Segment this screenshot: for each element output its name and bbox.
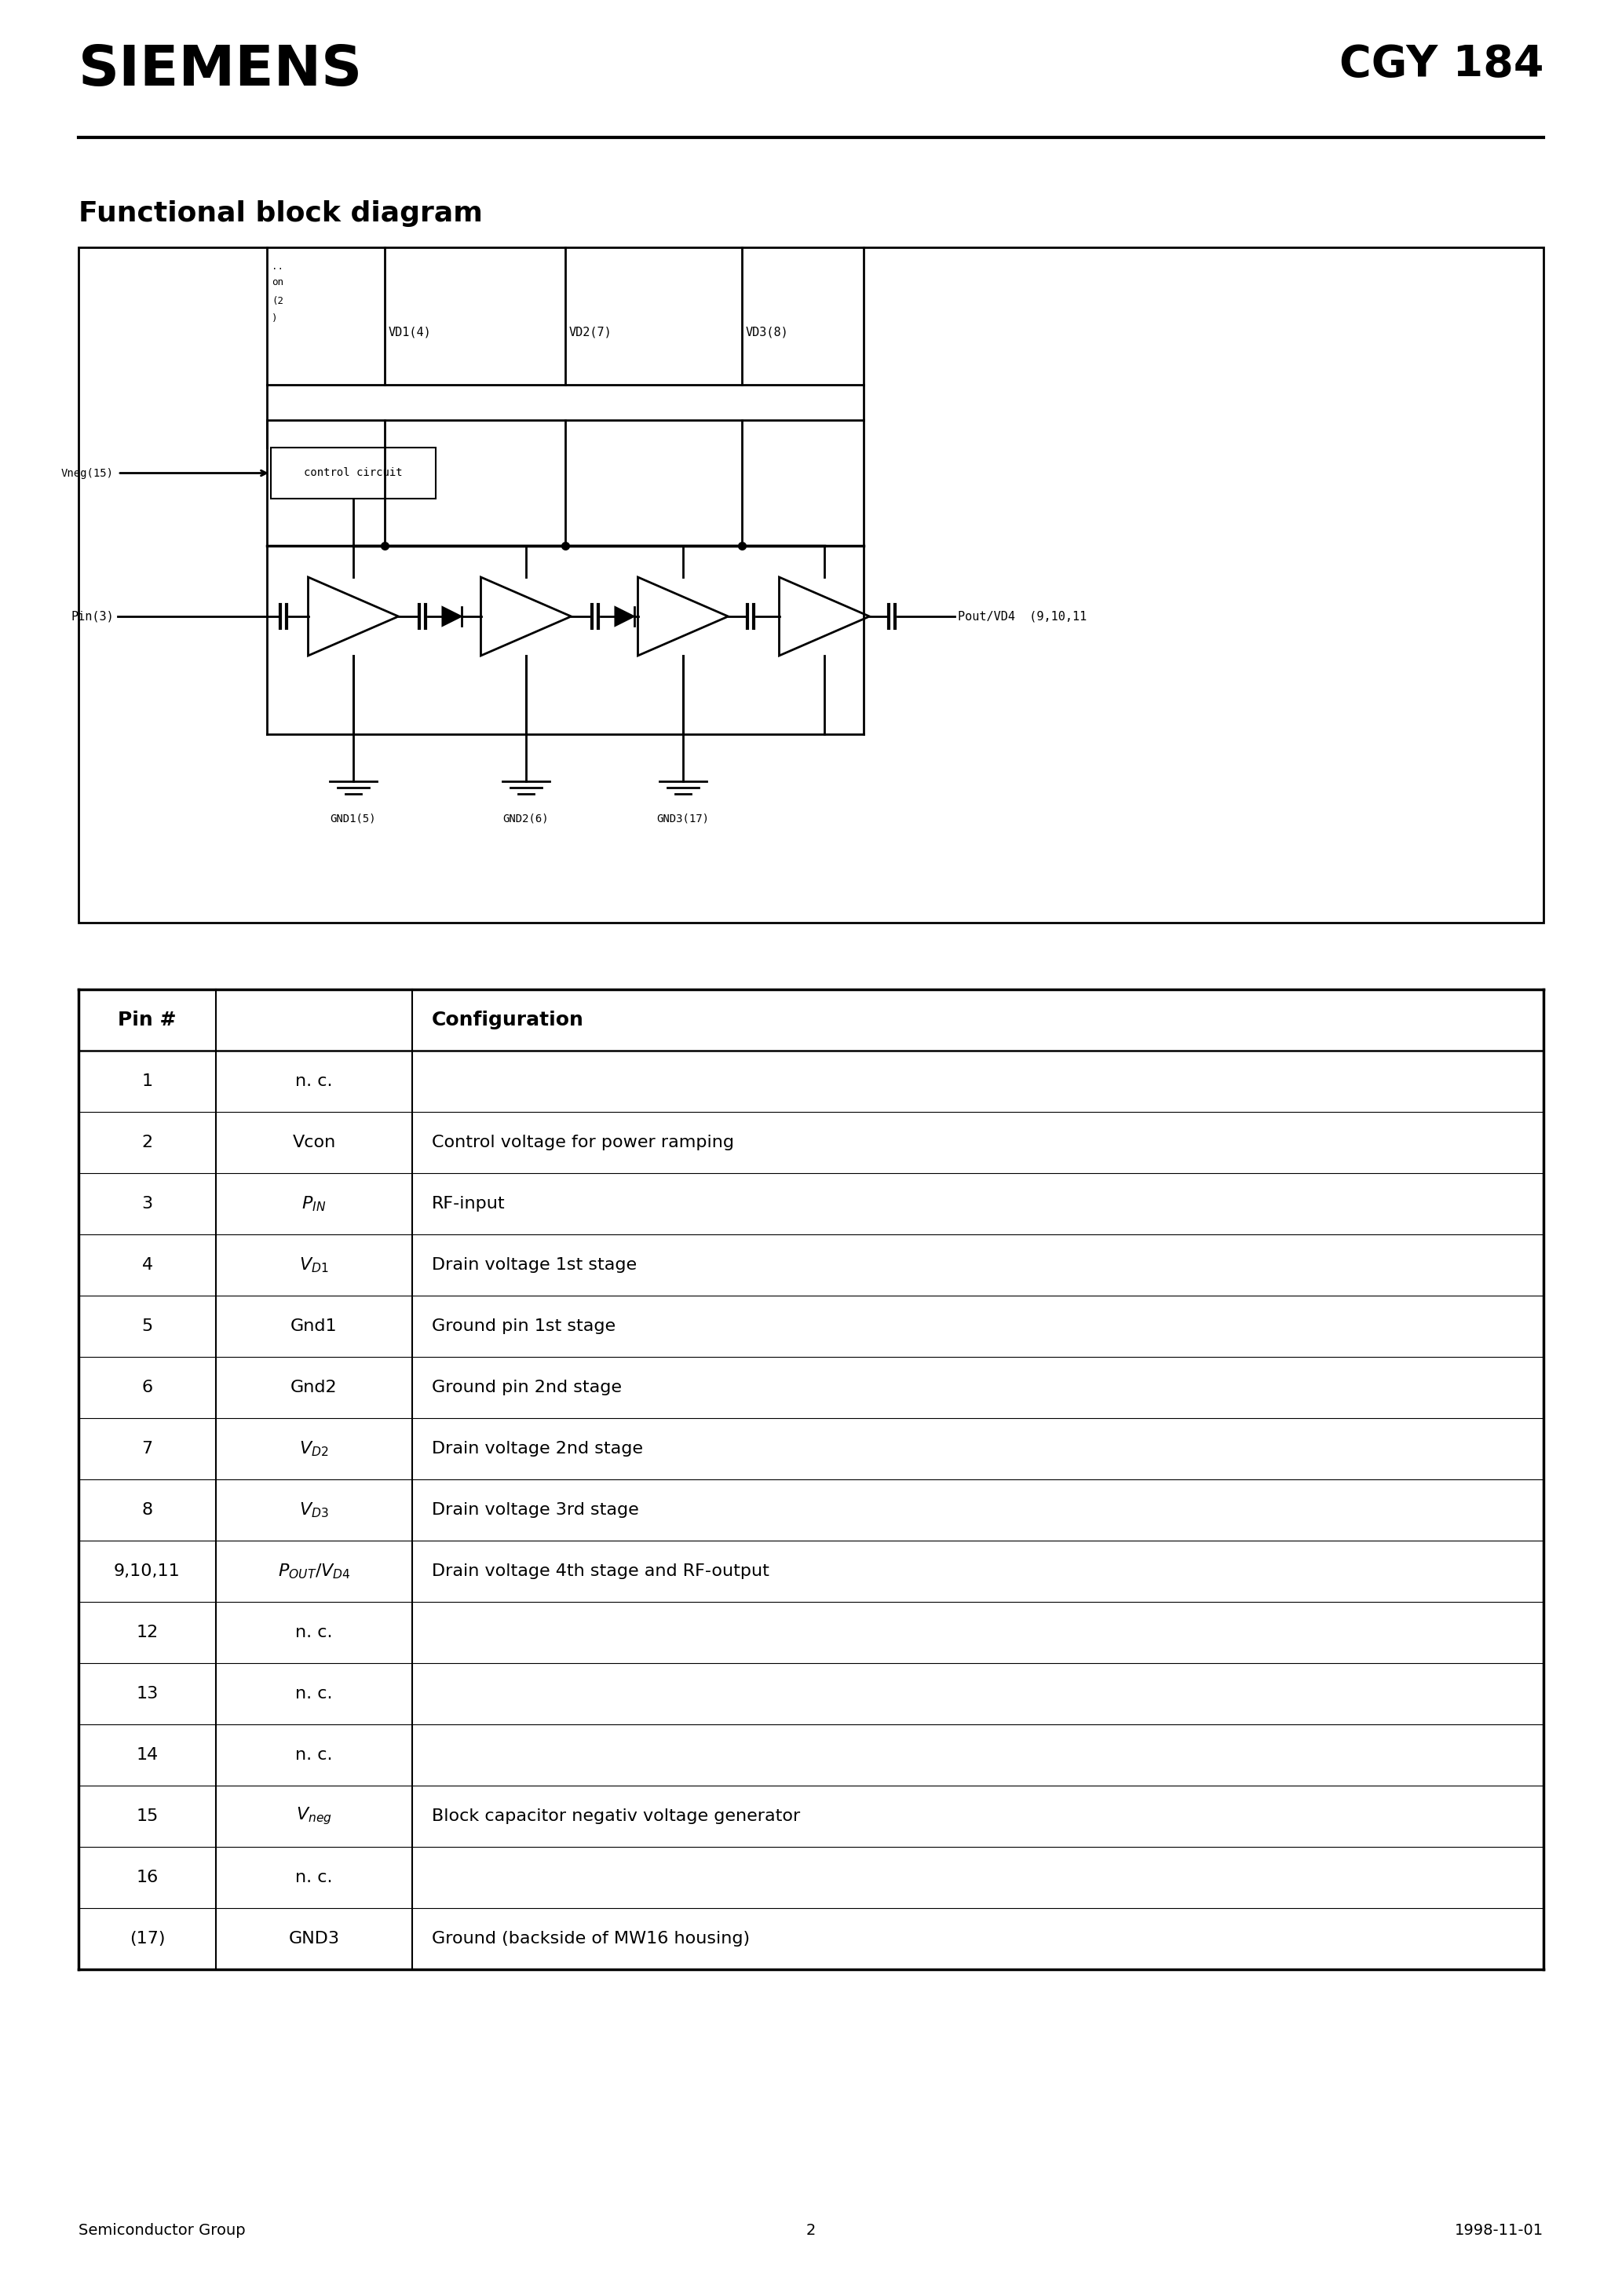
Text: Ground pin 1st stage: Ground pin 1st stage: [431, 1318, 616, 1334]
Text: ..: ..: [271, 262, 284, 271]
Text: CGY 184: CGY 184: [1340, 44, 1544, 85]
Text: $V_{D1}$: $V_{D1}$: [300, 1256, 329, 1274]
Text: Pin(3): Pin(3): [71, 611, 114, 622]
Text: $P_{OUT}/V_{D4}$: $P_{OUT}/V_{D4}$: [277, 1561, 350, 1580]
Text: $V_{D3}$: $V_{D3}$: [298, 1502, 329, 1520]
Text: 5: 5: [141, 1318, 152, 1334]
Text: VD3(8): VD3(8): [746, 326, 788, 338]
Text: Drain voltage 2nd stage: Drain voltage 2nd stage: [431, 1442, 642, 1456]
Text: 8: 8: [141, 1502, 152, 1518]
Text: VD1(4): VD1(4): [389, 326, 431, 338]
Text: n. c.: n. c.: [295, 1747, 333, 1763]
Text: 15: 15: [136, 1809, 159, 1823]
Polygon shape: [443, 606, 461, 627]
Text: (2: (2: [271, 296, 284, 305]
Polygon shape: [480, 576, 571, 657]
Text: GND3(17): GND3(17): [657, 813, 709, 824]
Text: SIEMENS: SIEMENS: [78, 44, 363, 96]
Text: Ground pin 2nd stage: Ground pin 2nd stage: [431, 1380, 621, 1396]
Text: 9,10,11: 9,10,11: [114, 1564, 180, 1580]
Text: Drain voltage 3rd stage: Drain voltage 3rd stage: [431, 1502, 639, 1518]
Text: Pin #: Pin #: [118, 1010, 177, 1029]
Text: 1998-11-01: 1998-11-01: [1455, 2223, 1544, 2239]
Text: Gnd1: Gnd1: [290, 1318, 337, 1334]
Text: GND2(6): GND2(6): [503, 813, 548, 824]
Text: VD2(7): VD2(7): [569, 326, 611, 338]
Text: 7: 7: [141, 1442, 152, 1456]
Text: GND3: GND3: [289, 1931, 339, 1947]
Text: ): ): [271, 312, 277, 324]
Text: Vcon: Vcon: [292, 1134, 336, 1150]
Text: n. c.: n. c.: [295, 1075, 333, 1088]
Text: 13: 13: [136, 1685, 159, 1701]
Text: Ground (backside of MW16 housing): Ground (backside of MW16 housing): [431, 1931, 749, 1947]
Text: on: on: [271, 278, 284, 287]
Polygon shape: [779, 576, 869, 657]
Text: n. c.: n. c.: [295, 1869, 333, 1885]
Text: 1: 1: [141, 1075, 152, 1088]
Text: $V_{D2}$: $V_{D2}$: [300, 1440, 329, 1458]
Text: Block capacitor negativ voltage generator: Block capacitor negativ voltage generato…: [431, 1809, 800, 1823]
Text: Pout/VD4  (9,10,11: Pout/VD4 (9,10,11: [959, 611, 1087, 622]
Text: Semiconductor Group: Semiconductor Group: [78, 2223, 245, 2239]
Text: n. c.: n. c.: [295, 1626, 333, 1639]
Text: 2: 2: [141, 1134, 152, 1150]
Polygon shape: [615, 606, 634, 627]
Text: 12: 12: [136, 1626, 159, 1639]
Text: Drain voltage 4th stage and RF-output: Drain voltage 4th stage and RF-output: [431, 1564, 769, 1580]
Bar: [271, 448, 436, 498]
Text: Functional block diagram: Functional block diagram: [78, 200, 483, 227]
Text: $P_{IN}$: $P_{IN}$: [302, 1194, 326, 1212]
Text: RF-input: RF-input: [431, 1196, 506, 1212]
Text: n. c.: n. c.: [295, 1685, 333, 1701]
Polygon shape: [308, 576, 399, 657]
Text: (17): (17): [130, 1931, 165, 1947]
Text: Control voltage for power ramping: Control voltage for power ramping: [431, 1134, 735, 1150]
Text: 4: 4: [141, 1258, 152, 1272]
Text: Drain voltage 1st stage: Drain voltage 1st stage: [431, 1258, 637, 1272]
Text: $V_{neg}$: $V_{neg}$: [297, 1805, 333, 1828]
Text: GND1(5): GND1(5): [331, 813, 376, 824]
Text: 3: 3: [141, 1196, 152, 1212]
Text: Vneg(15): Vneg(15): [62, 468, 114, 478]
Text: 6: 6: [141, 1380, 152, 1396]
Text: Configuration: Configuration: [431, 1010, 584, 1029]
Bar: [78, 248, 1544, 923]
Polygon shape: [637, 576, 728, 657]
Text: 2: 2: [806, 2223, 816, 2239]
Text: 16: 16: [136, 1869, 159, 1885]
Text: 14: 14: [136, 1747, 159, 1763]
Text: control circuit: control circuit: [303, 468, 402, 478]
Text: Gnd2: Gnd2: [290, 1380, 337, 1396]
